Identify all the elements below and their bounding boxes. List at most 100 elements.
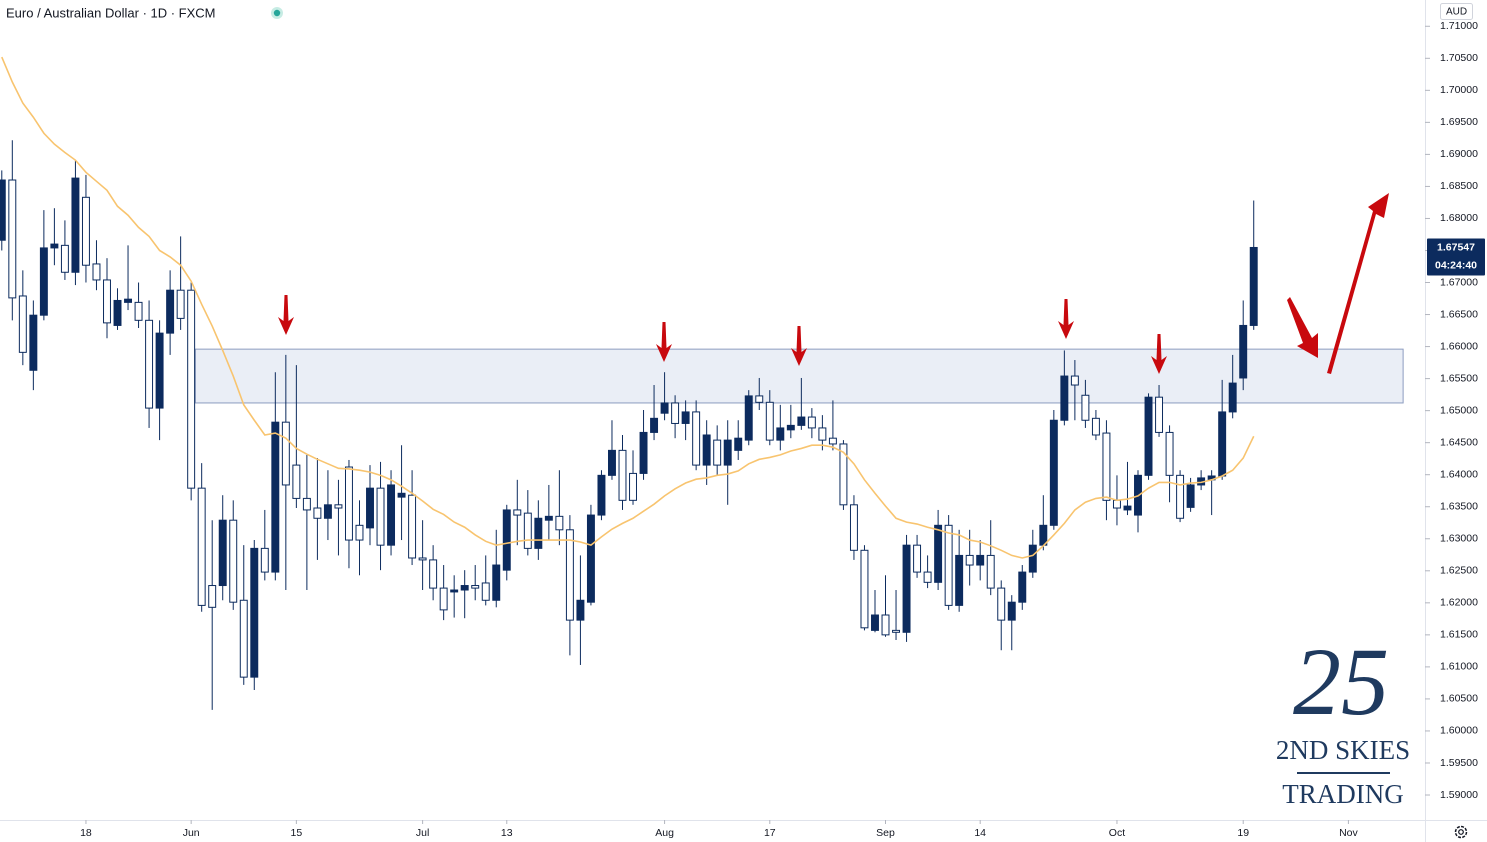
candle-body bbox=[797, 416, 806, 426]
candle-body bbox=[944, 524, 953, 606]
candle-body bbox=[260, 547, 269, 573]
candle-body bbox=[155, 332, 164, 409]
y-tick-label: 1.60500 bbox=[1440, 693, 1478, 705]
y-tick-label: 1.69500 bbox=[1440, 116, 1478, 128]
candle-body bbox=[450, 589, 459, 593]
y-tick-label: 1.64500 bbox=[1440, 436, 1478, 448]
candle-body bbox=[871, 614, 879, 631]
candle-body bbox=[1155, 396, 1164, 433]
candle-body bbox=[765, 401, 774, 441]
candle-body bbox=[81, 196, 90, 266]
candle-body bbox=[692, 411, 701, 466]
candle-body bbox=[334, 504, 343, 509]
candle-body bbox=[1091, 417, 1100, 436]
candle-body bbox=[1060, 375, 1069, 421]
projection-arrow bbox=[1327, 193, 1389, 374]
candle-body bbox=[618, 449, 627, 501]
x-tick-label: Oct bbox=[1109, 827, 1125, 839]
candle-body bbox=[744, 395, 753, 441]
candle-body bbox=[1186, 484, 1195, 508]
candle-body bbox=[418, 557, 427, 561]
candle-body bbox=[955, 554, 964, 606]
candle-body bbox=[1102, 432, 1111, 501]
last-price-box bbox=[1427, 238, 1485, 276]
y-tick-label: 1.64000 bbox=[1440, 468, 1478, 480]
candle-body bbox=[387, 484, 396, 546]
candle-body bbox=[892, 629, 901, 633]
candle-body bbox=[492, 564, 501, 601]
candle-body bbox=[218, 519, 227, 587]
candle-body bbox=[366, 487, 374, 529]
candle-body bbox=[302, 497, 311, 511]
candle-body bbox=[481, 582, 490, 601]
candle-body bbox=[208, 585, 217, 608]
candle-body bbox=[608, 449, 616, 476]
y-tick-label: 1.69000 bbox=[1440, 148, 1478, 160]
candle-body bbox=[323, 504, 332, 519]
candle-body bbox=[629, 472, 637, 501]
candle-body bbox=[1123, 505, 1132, 511]
y-tick-label: 1.61500 bbox=[1440, 629, 1478, 641]
candle-body bbox=[187, 289, 196, 489]
candle-body bbox=[250, 547, 259, 678]
candle-body bbox=[229, 519, 238, 603]
x-tick-label: Jun bbox=[183, 827, 200, 839]
y-tick-label: 1.71000 bbox=[1440, 20, 1478, 32]
settings-icon[interactable] bbox=[1454, 825, 1468, 839]
x-tick-label: 14 bbox=[974, 827, 986, 839]
currency-label: AUD bbox=[1446, 7, 1467, 18]
y-tick-label: 1.65500 bbox=[1440, 372, 1478, 384]
y-tick-label: 1.62500 bbox=[1440, 565, 1478, 577]
y-tick-label: 1.60000 bbox=[1440, 725, 1478, 737]
y-tick-label: 1.63500 bbox=[1440, 501, 1478, 513]
x-tick-label: Nov bbox=[1339, 827, 1358, 839]
candle-body bbox=[650, 417, 659, 433]
candle-body bbox=[702, 434, 711, 466]
candle-body bbox=[555, 515, 564, 531]
x-tick-label: Jul bbox=[416, 827, 429, 839]
candle-body bbox=[1081, 394, 1090, 421]
candle-body bbox=[1228, 382, 1237, 413]
candle-body bbox=[976, 554, 985, 566]
x-tick-label: Sep bbox=[876, 827, 895, 839]
candle-body bbox=[239, 599, 248, 678]
x-tick-label: 17 bbox=[764, 827, 776, 839]
candle-body bbox=[166, 289, 175, 334]
candle-body bbox=[1070, 375, 1079, 386]
last-price-label: 1.67547 bbox=[1437, 241, 1475, 253]
candle-body bbox=[902, 544, 911, 633]
candle-body bbox=[1176, 474, 1185, 519]
moving-average bbox=[1, 56, 1255, 559]
y-tick-label: 1.68000 bbox=[1440, 212, 1478, 224]
x-tick-label: 15 bbox=[291, 827, 303, 839]
y-tick-label: 1.61000 bbox=[1440, 661, 1478, 673]
candle-body bbox=[50, 243, 59, 249]
y-tick-label: 1.65000 bbox=[1440, 404, 1478, 416]
x-tick-label: 19 bbox=[1237, 827, 1249, 839]
annotation-arrows bbox=[278, 193, 1389, 374]
y-tick-label: 1.62000 bbox=[1440, 597, 1478, 609]
candle-body bbox=[1144, 396, 1153, 476]
candle-body bbox=[786, 424, 795, 431]
y-tick-label: 1.68500 bbox=[1440, 180, 1478, 192]
status-dot bbox=[273, 9, 281, 17]
candle-body bbox=[292, 464, 301, 499]
candle-body bbox=[639, 431, 648, 474]
projection-arrow bbox=[1287, 297, 1318, 358]
countdown-label: 04:24:40 bbox=[1435, 259, 1477, 271]
y-tick-label: 1.70000 bbox=[1440, 84, 1478, 96]
candle-body bbox=[1018, 571, 1027, 603]
candle-body bbox=[1049, 419, 1058, 526]
candle-body bbox=[271, 421, 280, 573]
candle-body bbox=[671, 402, 680, 424]
candle-body bbox=[134, 301, 143, 321]
candle-body bbox=[576, 599, 585, 621]
candle-body bbox=[713, 439, 722, 466]
currency-box bbox=[1440, 3, 1473, 20]
candle-body bbox=[471, 585, 480, 589]
candle-body bbox=[355, 524, 364, 541]
candle-body bbox=[923, 571, 932, 583]
candle-body bbox=[544, 515, 553, 521]
candle-body bbox=[681, 411, 690, 424]
